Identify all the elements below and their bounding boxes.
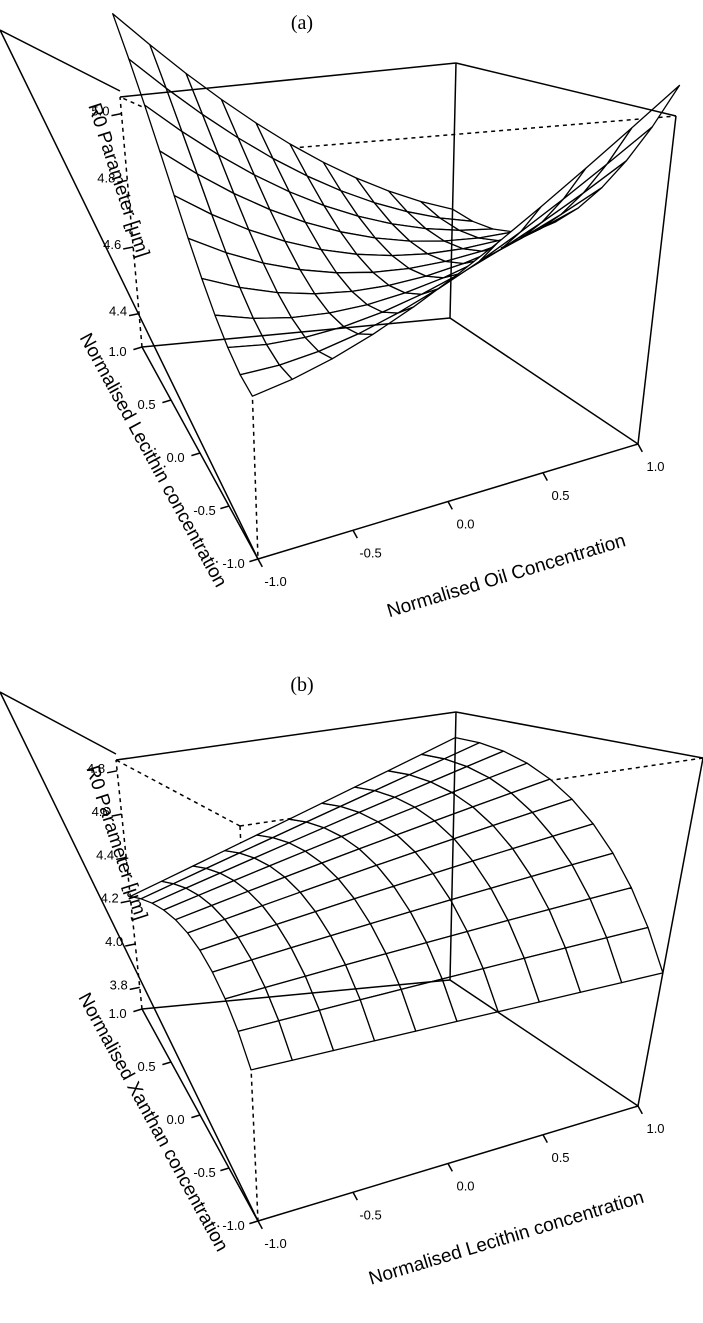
surface-mesh-cell bbox=[583, 126, 653, 194]
y-tick-label: -0.5 bbox=[193, 1165, 215, 1180]
panel-label: (b) bbox=[290, 674, 313, 696]
x-tick-label: -0.5 bbox=[359, 545, 381, 560]
box-edge bbox=[637, 757, 703, 1107]
z-tick-label: 4.2 bbox=[101, 891, 119, 906]
y-tick-label: -0.5 bbox=[193, 503, 215, 518]
x-tick-label: 0.5 bbox=[551, 488, 569, 503]
surface-mesh-cell bbox=[606, 84, 681, 165]
y-tick-mark bbox=[133, 1008, 143, 1013]
z-tick-label: 5.0 bbox=[91, 104, 109, 119]
x-tick-label: 0.5 bbox=[551, 1150, 569, 1165]
x-tick-label: 1.0 bbox=[646, 1121, 664, 1136]
x-tick-mark bbox=[352, 1191, 358, 1201]
z-tick-label: 4.0 bbox=[105, 934, 123, 949]
chart-panel-a: (a) -1.0 -0.5 0.0 0.5 1.0 -1.0 -0.5 0.0 0.5 1.0 4.… bbox=[0, 0, 703, 661]
box-hidden-edge bbox=[115, 759, 143, 1010]
z-tick-label: 3.8 bbox=[110, 977, 128, 992]
z-tick-label: 4.8 bbox=[97, 170, 115, 185]
box-edge bbox=[119, 62, 457, 98]
box-hidden-edge bbox=[115, 759, 241, 827]
surface-mesh-cell bbox=[606, 926, 664, 984]
box-edge bbox=[449, 317, 639, 445]
z-tick-mark bbox=[116, 856, 127, 861]
x-tick-mark bbox=[542, 472, 548, 482]
z-tick-label: 4.6 bbox=[103, 237, 121, 252]
x-axis-title: Normalised Oil Concentration bbox=[385, 530, 629, 622]
box-edge bbox=[0, 29, 121, 92]
x-tick-mark bbox=[637, 1105, 643, 1115]
box-edge bbox=[455, 711, 703, 759]
y-tick-label: 0.0 bbox=[167, 450, 185, 465]
z-tick-mark bbox=[125, 943, 136, 947]
y-axis-title: Normalised Lecithin concentration bbox=[75, 330, 231, 591]
box-edge bbox=[0, 29, 259, 560]
box-edge bbox=[637, 115, 677, 445]
box-edge bbox=[115, 711, 457, 761]
z-tick-mark bbox=[111, 813, 122, 817]
z-tick-mark bbox=[117, 179, 128, 184]
y-tick-label: -1.0 bbox=[222, 1218, 244, 1233]
y-tick-mark bbox=[162, 399, 172, 404]
box-edge bbox=[455, 62, 677, 117]
surface-chart-b: (b) -1.0 -0.5 0.0 0.5 1.0 -1.0 -0.5 0.0 0.5 1.0 3.… bbox=[0, 674, 703, 1290]
x-tick-label: 0.0 bbox=[456, 1179, 474, 1194]
y-tick-mark bbox=[220, 505, 230, 510]
x-tick-mark bbox=[257, 558, 263, 568]
x-tick-label: -1.0 bbox=[264, 574, 286, 589]
z-tick-mark bbox=[106, 770, 118, 774]
y-tick-mark bbox=[191, 1114, 201, 1119]
x-tick-mark bbox=[637, 443, 643, 453]
z-tick-label: 4.8 bbox=[87, 761, 105, 776]
y-tick-mark bbox=[249, 1220, 259, 1225]
z-tick-mark bbox=[120, 900, 131, 904]
box-hidden-edge bbox=[119, 96, 143, 348]
box-edge bbox=[449, 979, 639, 1107]
box-edge bbox=[0, 691, 117, 755]
y-tick-label: 1.0 bbox=[109, 344, 127, 359]
z-tick-label: 4.6 bbox=[92, 804, 110, 819]
box-edge bbox=[0, 691, 259, 1222]
y-tick-label: 0.0 bbox=[167, 1112, 185, 1127]
z-tick-mark bbox=[123, 246, 134, 250]
y-tick-label: 0.5 bbox=[138, 1059, 156, 1074]
panel-label: (a) bbox=[291, 12, 313, 34]
x-tick-label: 1.0 bbox=[646, 459, 664, 474]
x-tick-label: -0.5 bbox=[359, 1207, 381, 1222]
x-tick-mark bbox=[447, 501, 453, 510]
x-tick-label: 0.0 bbox=[456, 517, 474, 532]
box-edge bbox=[141, 979, 451, 1010]
x-tick-mark bbox=[257, 1220, 263, 1230]
y-tick-mark bbox=[191, 452, 201, 457]
y-tick-label: 1.0 bbox=[109, 1006, 127, 1021]
z-tick-label: 4.4 bbox=[109, 304, 127, 319]
box-edge bbox=[449, 711, 457, 981]
box-edge bbox=[141, 317, 451, 348]
y-tick-mark bbox=[220, 1167, 230, 1172]
x-tick-mark bbox=[352, 529, 358, 539]
x-tick-mark bbox=[447, 1163, 453, 1172]
box-hidden-edge bbox=[243, 115, 677, 153]
y-tick-mark bbox=[162, 1061, 172, 1066]
surface-mesh-cell bbox=[541, 163, 608, 223]
y-tick-mark bbox=[249, 558, 259, 563]
surface-chart-a: (a) -1.0 -0.5 0.0 0.5 1.0 -1.0 -0.5 0.0 0.5 1.0 4.… bbox=[0, 12, 681, 622]
x-axis-title: Normalised Lecithin concentration bbox=[366, 1187, 646, 1290]
z-tick-mark bbox=[128, 312, 140, 317]
z-tick-mark bbox=[111, 112, 122, 117]
z-tick-label: 4.4 bbox=[96, 847, 114, 862]
y-tick-mark bbox=[133, 346, 143, 351]
y-tick-label: 0.5 bbox=[138, 397, 156, 412]
box-edge bbox=[449, 62, 457, 319]
z-tick-mark bbox=[129, 986, 140, 991]
chart-panel-b: (b) -1.0 -0.5 0.0 0.5 1.0 -1.0 -0.5 0.0 0.5 1.0 3.… bbox=[0, 662, 703, 1323]
y-tick-label: -1.0 bbox=[222, 556, 244, 571]
x-tick-label: -1.0 bbox=[264, 1236, 286, 1251]
x-tick-mark bbox=[542, 1134, 548, 1144]
